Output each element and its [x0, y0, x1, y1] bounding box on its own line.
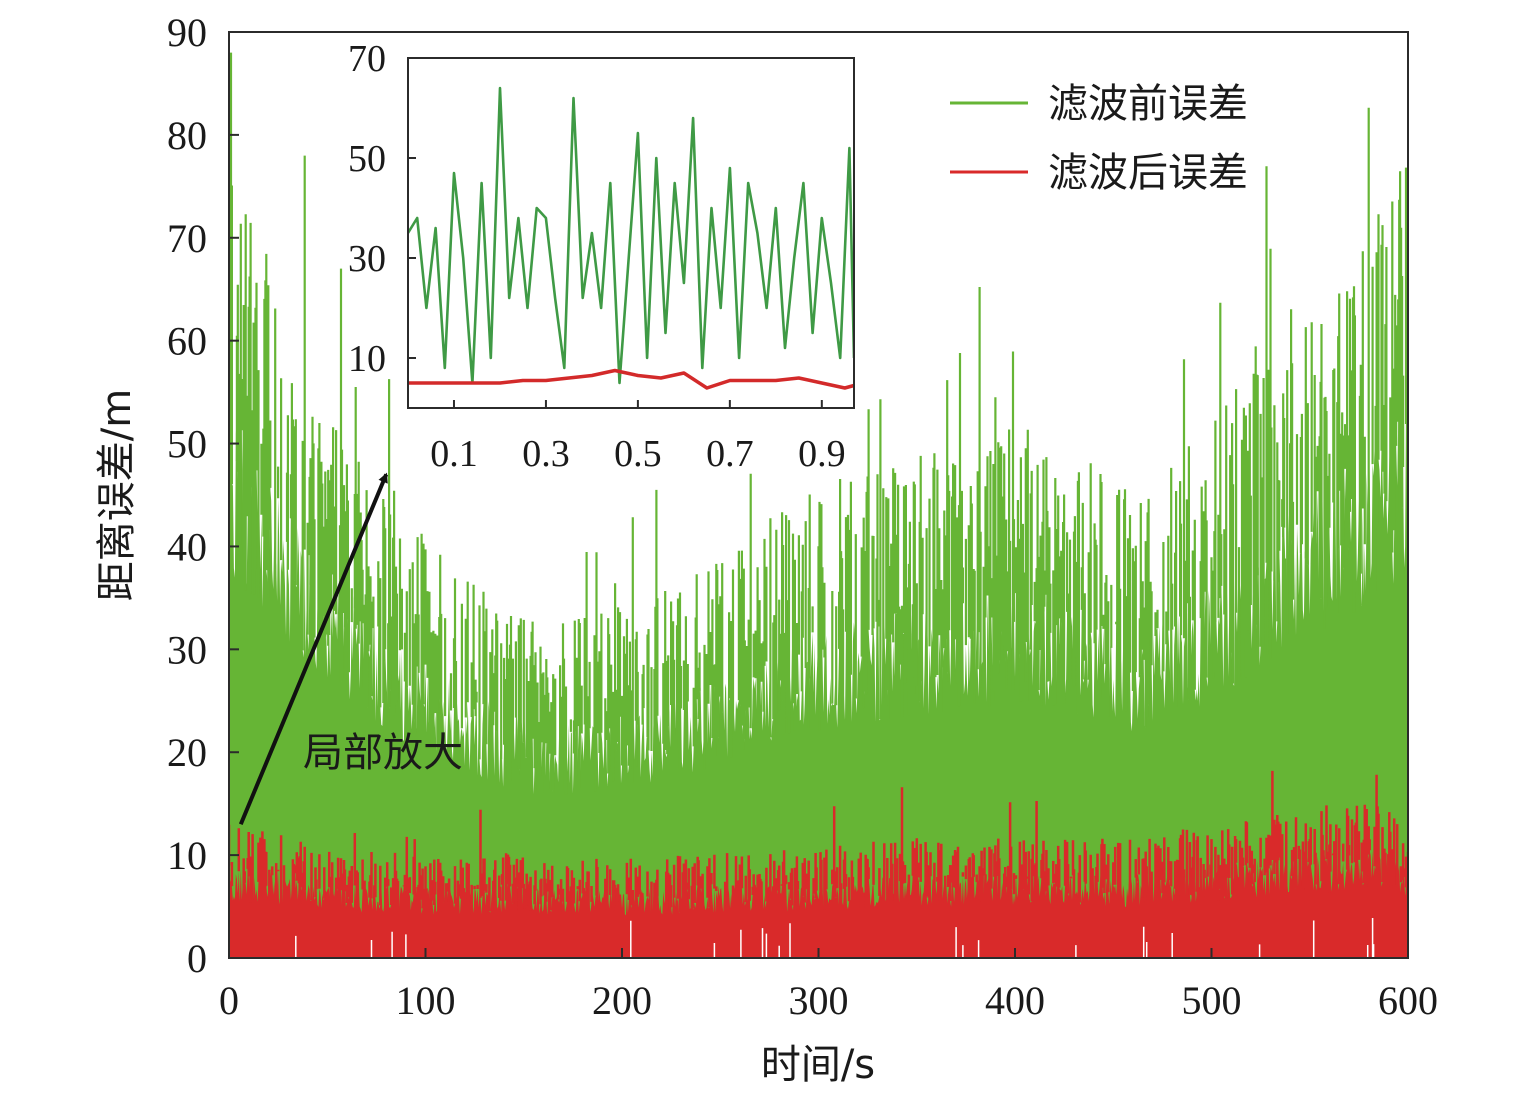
x-tick-label: 300: [789, 978, 849, 1023]
zoom-arrow: [238, 472, 389, 826]
y-tick-label: 80: [167, 113, 207, 158]
inset-x-tick-label: 0.3: [522, 433, 570, 475]
inset-frame: [407, 57, 855, 409]
y-tick-label: 20: [167, 730, 207, 775]
series-after-body: [229, 850, 1408, 958]
y-tick-label: 60: [167, 319, 207, 364]
inset-x-tick-label: 0.7: [706, 433, 754, 475]
y-tick-label: 50: [167, 422, 207, 467]
inset-x-tick-label: 0.9: [798, 433, 846, 475]
x-tick-label: 0: [219, 978, 239, 1023]
y-tick-label: 70: [167, 216, 207, 261]
main-plot-area: 0 100 200 300 400 500 600 0 10 20 30 40 50 60 70 80 90: [167, 10, 1438, 1023]
inset-series-before-line: [408, 86, 854, 385]
series-before-spikes: [229, 52, 1408, 795]
noise-gaps: [295, 918, 1375, 958]
x-tick-label: 200: [592, 978, 652, 1023]
inset-y-tick-label: 70: [348, 38, 386, 80]
main-ticks-layer: 0 100 200 300 400 500 600 0 10 20 30 40 50 60 70 80 90: [167, 10, 1438, 1023]
inset-x-tick-label: 0.1: [430, 433, 478, 475]
series-after-spikes: [229, 770, 1408, 916]
y-axis-label: 距离误差/m: [94, 389, 140, 601]
legend: 滤波前误差 滤波后误差: [950, 81, 1248, 196]
main-bars-layer: [229, 52, 1408, 958]
legend-label-before: 滤波前误差: [1048, 81, 1248, 127]
inset-y-tick-label: 50: [348, 138, 386, 180]
inset-x-tick-label: 0.5: [614, 433, 662, 475]
inset-lines-layer: [408, 86, 854, 390]
inset-series-after-line: [408, 368, 854, 390]
inset-y-tick-label: 10: [348, 338, 386, 380]
y-tick-label: 90: [167, 10, 207, 55]
x-tick-label: 400: [985, 978, 1045, 1023]
inset-ticks-layer: 0.1 0.3 0.5 0.7 0.9 10 30 50 70: [348, 38, 846, 475]
x-tick-label: 100: [396, 978, 456, 1023]
legend-label-after: 滤波后误差: [1048, 150, 1248, 196]
y-tick-label: 30: [167, 627, 207, 672]
x-tick-label: 600: [1378, 978, 1438, 1023]
zoom-annotation: 局部放大: [238, 472, 463, 826]
y-tick-label: 10: [167, 833, 207, 878]
x-axis-label: 时间/s: [761, 1042, 875, 1088]
y-tick-label: 40: [167, 524, 207, 569]
y-tick-label: 0: [187, 936, 207, 981]
x-tick-label: 500: [1182, 978, 1242, 1023]
inset-y-tick-label: 30: [348, 238, 386, 280]
zoom-annotation-label: 局部放大: [303, 730, 463, 776]
inset-zoom-plot: 0.1 0.3 0.5 0.7 0.9 10 30 50 70: [348, 38, 855, 475]
